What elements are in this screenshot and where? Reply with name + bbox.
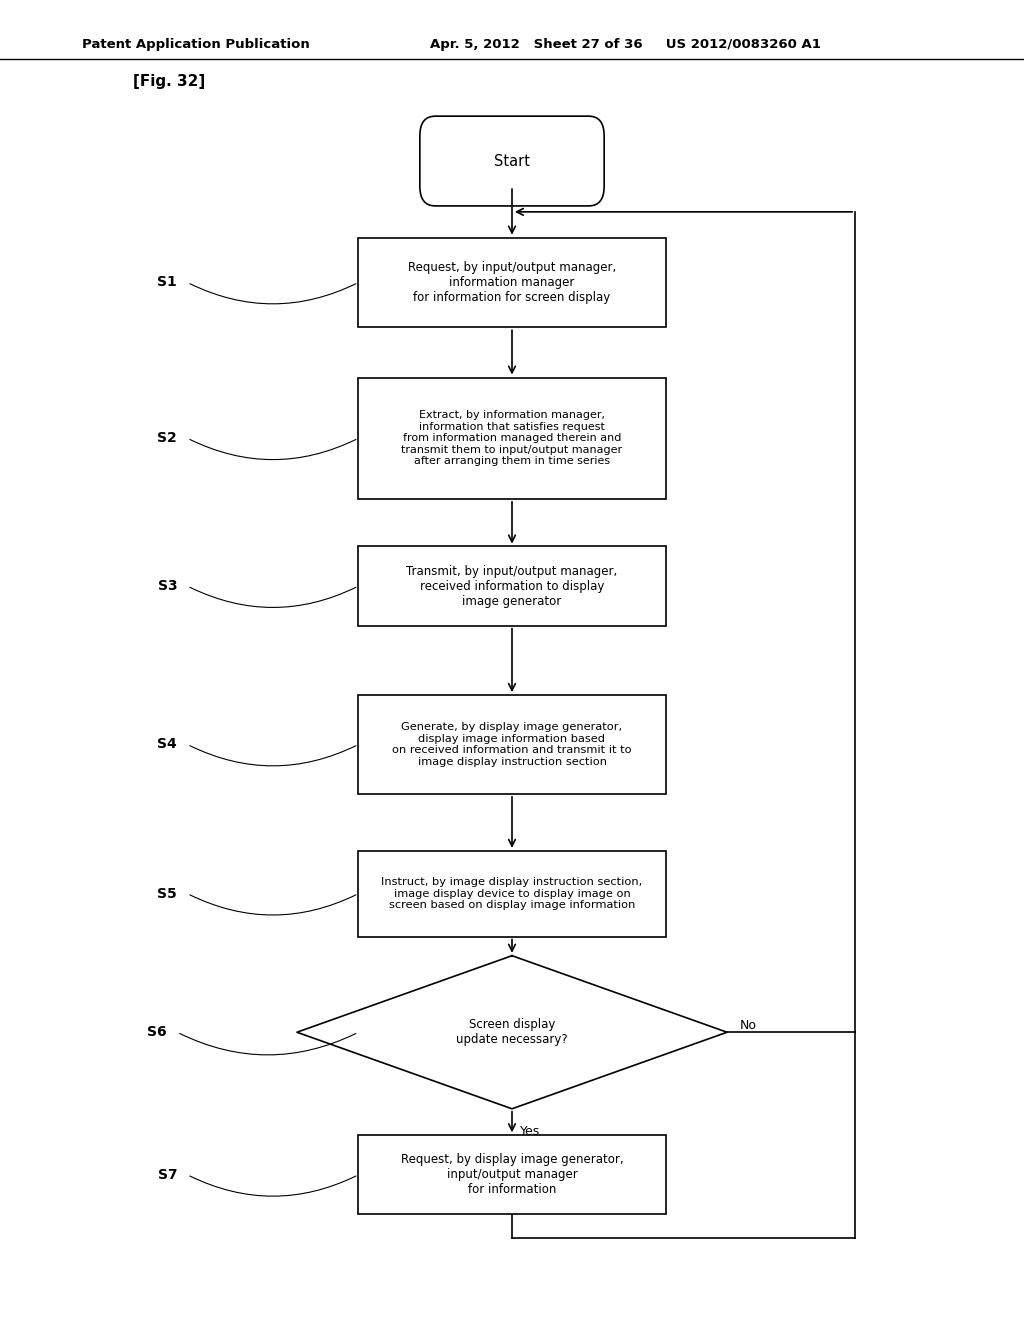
FancyBboxPatch shape: [420, 116, 604, 206]
Text: S4: S4: [158, 738, 177, 751]
FancyBboxPatch shape: [358, 238, 666, 327]
FancyBboxPatch shape: [358, 851, 666, 937]
Text: S2: S2: [158, 432, 177, 445]
Text: [Fig. 32]: [Fig. 32]: [133, 74, 206, 90]
FancyBboxPatch shape: [358, 694, 666, 795]
FancyBboxPatch shape: [358, 378, 666, 499]
Text: Generate, by display image generator,
display image information based
on receive: Generate, by display image generator, di…: [392, 722, 632, 767]
Text: S5: S5: [158, 887, 177, 900]
Text: Request, by display image generator,
input/output manager
for information: Request, by display image generator, inp…: [400, 1154, 624, 1196]
Text: Extract, by information manager,
information that satisfies request
from informa: Extract, by information manager, informa…: [401, 411, 623, 466]
FancyBboxPatch shape: [358, 1135, 666, 1214]
Text: S6: S6: [147, 1026, 167, 1039]
Text: Yes: Yes: [520, 1125, 541, 1138]
Text: S1: S1: [158, 276, 177, 289]
Text: S7: S7: [158, 1168, 177, 1181]
FancyBboxPatch shape: [358, 546, 666, 626]
Text: S3: S3: [158, 579, 177, 593]
Text: Screen display
update necessary?: Screen display update necessary?: [456, 1018, 568, 1047]
Text: Start: Start: [494, 153, 530, 169]
Text: Transmit, by input/output manager,
received information to display
image generat: Transmit, by input/output manager, recei…: [407, 565, 617, 607]
Text: Patent Application Publication: Patent Application Publication: [82, 38, 309, 51]
Text: Request, by input/output manager,
information manager
for information for screen: Request, by input/output manager, inform…: [408, 261, 616, 304]
Text: No: No: [739, 1019, 757, 1032]
Text: Instruct, by image display instruction section,
image display device to display : Instruct, by image display instruction s…: [381, 876, 643, 911]
Text: Apr. 5, 2012   Sheet 27 of 36     US 2012/0083260 A1: Apr. 5, 2012 Sheet 27 of 36 US 2012/0083…: [430, 38, 821, 51]
